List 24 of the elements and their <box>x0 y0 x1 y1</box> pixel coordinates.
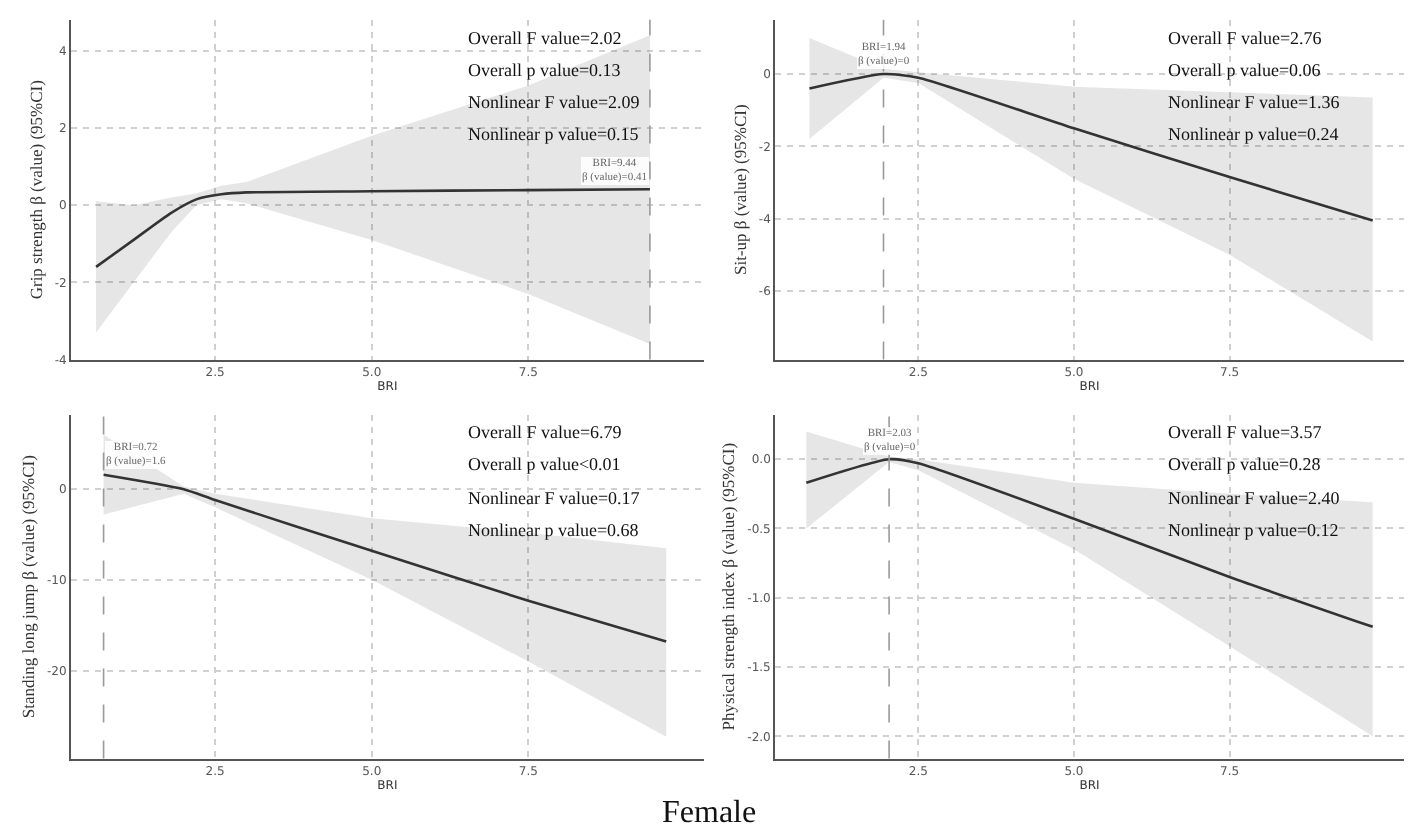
annotation: Overall p value=0.28 <box>1168 454 1322 474</box>
annotation: Nonlinear F value=2.40 <box>1168 488 1341 508</box>
line-series <box>94 188 652 269</box>
y-axis-title: Grip strength β (value) (95%CI) <box>25 79 46 300</box>
annotation: Nonlinear F value=0.17 <box>468 488 641 508</box>
annotation: Nonlinear p value=0.12 <box>1168 520 1339 540</box>
annotation: Nonlinear p value=0.68 <box>468 520 640 540</box>
annotation: Overall p value=0.06 <box>1168 60 1322 80</box>
annotation: Nonlinear F value=2.09 <box>468 92 641 112</box>
text: Female <box>662 796 757 830</box>
annotation: Overall p value<0.01 <box>468 454 621 474</box>
annotation: Nonlinear p value=0.24 <box>1168 124 1340 144</box>
annotation: Overall F value=3.57 <box>1168 422 1323 442</box>
annotation: Nonlinear p value=0.15 <box>468 124 640 144</box>
line-series <box>805 457 1374 629</box>
line-series <box>102 473 668 643</box>
annotation: Overall F value=2.02 <box>468 28 622 48</box>
annotation: Nonlinear F value=1.36 <box>1168 92 1341 112</box>
y-axis-title: Sit-up β (value) (95%CI) <box>729 104 750 275</box>
annotation: Overall p value=0.13 <box>468 60 622 80</box>
annotation: Overall F value=6.79 <box>468 422 623 442</box>
annotation: Overall F value=2.76 <box>1168 28 1323 48</box>
y-axis-title: Physical strength index β (value) (95%CI) <box>718 442 739 731</box>
y-axis-title: Standing long jump β (value) (95%CI) <box>18 454 39 719</box>
